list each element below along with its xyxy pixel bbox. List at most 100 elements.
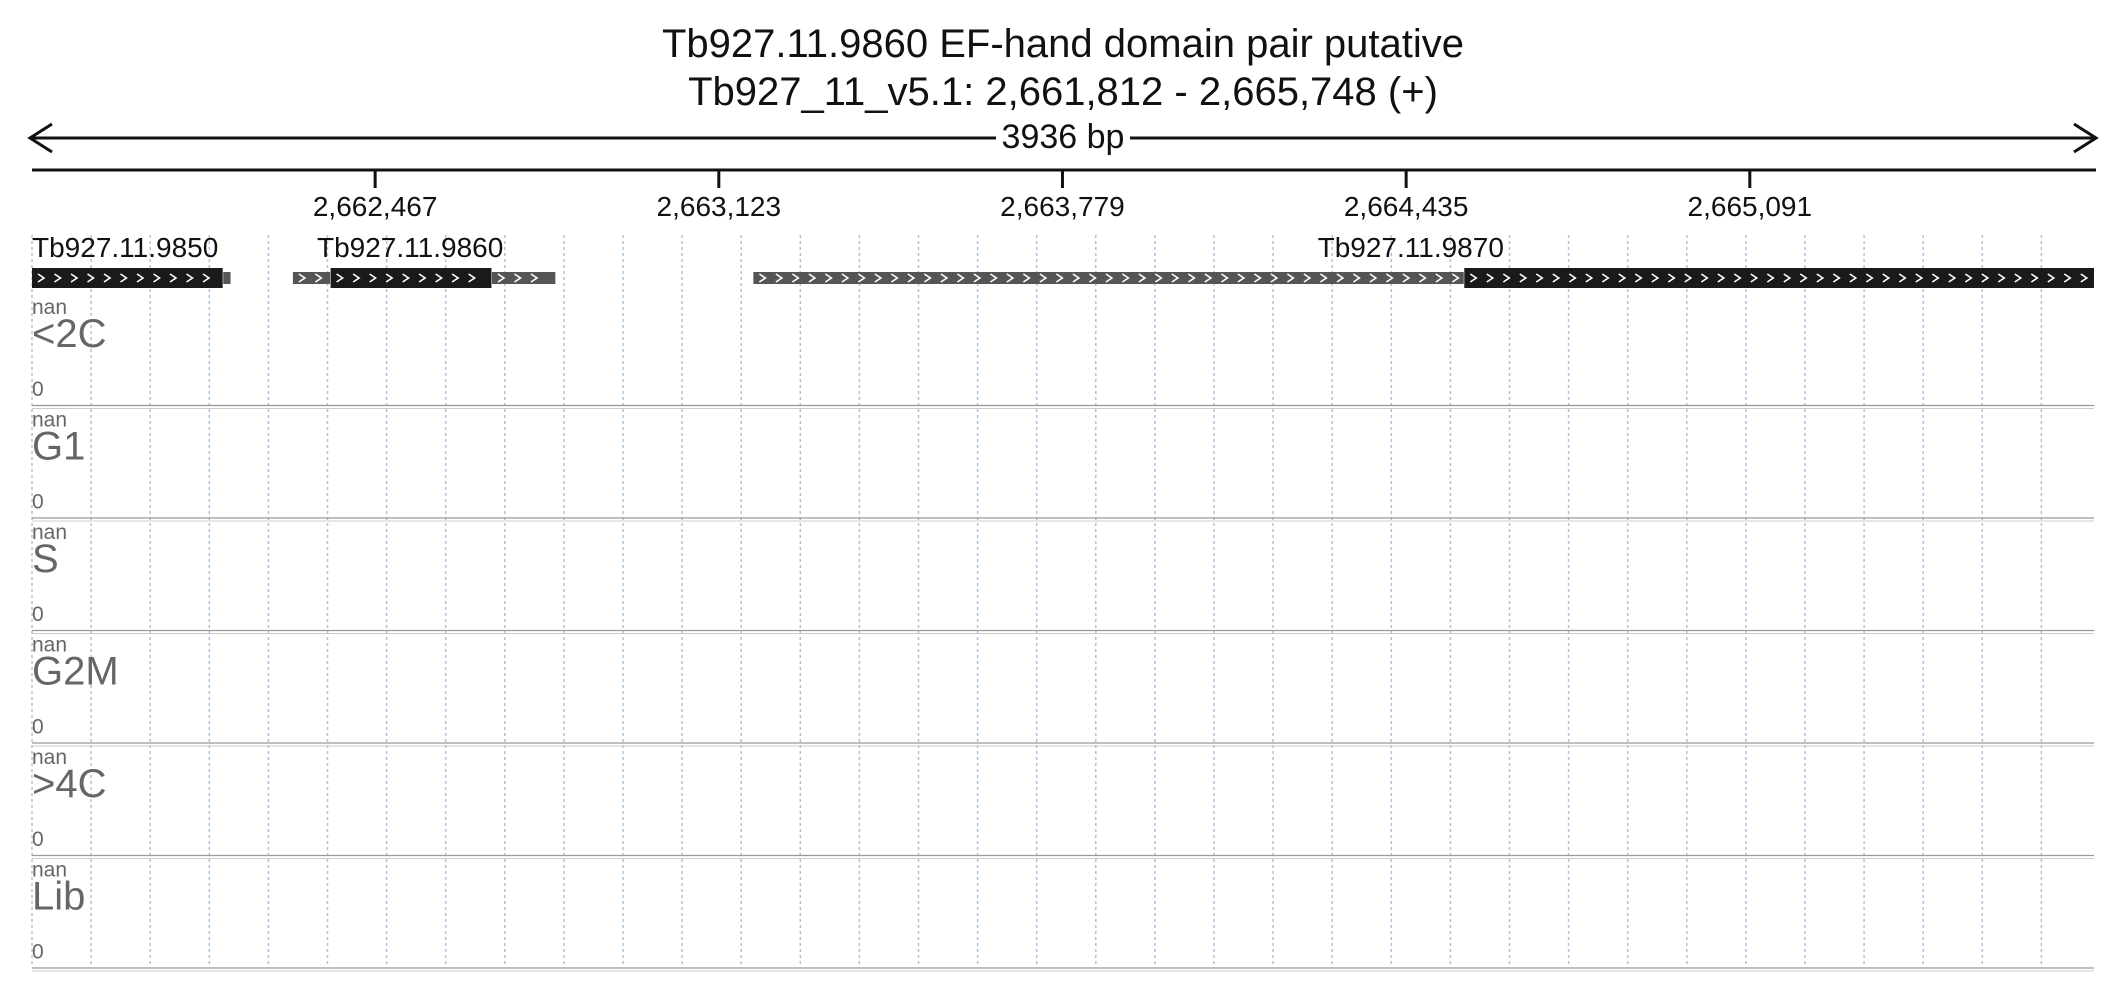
- data-track: nan>4C 0: [32, 746, 2094, 859]
- strand-chevron-icon: [1006, 273, 1015, 283]
- strand-chevron-icon: [1319, 273, 1328, 283]
- strand-chevron-icon: [1105, 273, 1114, 283]
- track-label: Lib: [32, 875, 85, 919]
- gene-title: Tb927.11.9860 EF-hand domain pair putati…: [661, 22, 1464, 66]
- strand-chevron-icon: [1154, 273, 1163, 283]
- strand-chevron-icon: [87, 273, 95, 283]
- strand-chevron-icon: [298, 273, 307, 283]
- strand-chevron-icon: [54, 273, 62, 283]
- strand-chevron-icon: [1187, 273, 1196, 283]
- span-length-label: 3936 bp: [0, 118, 2126, 157]
- strand-chevron-icon: [791, 273, 800, 283]
- strand-chevron-icon: [1171, 273, 1180, 283]
- strand-chevron-icon: [2030, 273, 2039, 283]
- strand-chevron-icon: [1717, 273, 1726, 283]
- left-arrowhead-icon: [27, 122, 53, 154]
- strand-chevron-icon: [923, 273, 932, 283]
- strand-chevron-icon: [1352, 273, 1361, 283]
- gene-label: Tb927.11.9860: [317, 232, 503, 263]
- track-min-value: 0: [32, 603, 44, 626]
- strand-chevron-icon: [202, 273, 211, 283]
- strand-chevron-icon: [136, 273, 145, 283]
- strand-chevron-icon: [1832, 273, 1841, 283]
- strand-chevron-icon: [70, 273, 79, 283]
- strand-chevron-icon: [2047, 273, 2056, 283]
- strand-chevron-icon: [385, 273, 394, 283]
- strand-chevron-icon: [1898, 273, 1907, 283]
- strand-chevron-icon: [1055, 273, 1064, 283]
- grid-lines: [31, 235, 2043, 965]
- track-min-value: 0: [32, 378, 44, 401]
- span-length-text: 3936 bp: [995, 118, 1131, 156]
- gene-label: Tb927.11.9870: [1318, 232, 1504, 263]
- strand-chevron-icon: [468, 273, 477, 283]
- strand-chevron-icon: [169, 273, 178, 283]
- track-max-value: nan: [32, 296, 67, 319]
- strand-chevron-icon: [973, 273, 982, 283]
- track-label: >4C: [32, 762, 107, 806]
- strand-chevron-icon: [402, 273, 411, 283]
- strand-chevron-icon: [1535, 273, 1544, 283]
- strand-chevron-icon: [1253, 273, 1262, 283]
- track-max-value: nan: [32, 634, 67, 657]
- strand-chevron-icon: [314, 273, 323, 283]
- strand-chevron-icon: [2080, 273, 2089, 283]
- strand-chevron-icon: [1915, 273, 1924, 283]
- strand-chevron-icon: [1435, 273, 1444, 283]
- gene-feature: Tb927.11.9870: [753, 232, 2094, 288]
- strand-chevron-icon: [758, 273, 767, 283]
- strand-chevron-icon: [956, 273, 965, 283]
- track-min-value: 0: [32, 941, 44, 964]
- strand-chevron-icon: [1385, 273, 1394, 283]
- strand-chevron-icon: [1088, 273, 1097, 283]
- strand-chevron-icon: [1369, 273, 1378, 283]
- track-min-value: 0: [32, 491, 44, 514]
- strand-chevron-icon: [1568, 273, 1577, 283]
- strand-chevron-icon: [451, 273, 460, 283]
- strand-chevron-icon: [186, 273, 194, 283]
- strand-chevron-icon: [1684, 273, 1693, 283]
- strand-chevron-icon: [1964, 273, 1973, 283]
- strand-chevron-icon: [1849, 273, 1858, 283]
- strand-chevron-icon: [1601, 273, 1610, 283]
- track-max-value: nan: [32, 746, 67, 769]
- ruler-tick-label: 2,663,123: [657, 191, 782, 222]
- strand-chevron-icon: [1519, 273, 1528, 283]
- strand-chevron-icon: [418, 273, 427, 283]
- strand-chevron-icon: [824, 273, 833, 283]
- strand-chevron-icon: [1766, 273, 1775, 283]
- strand-chevron-icon: [2014, 273, 2023, 283]
- gene-feature: Tb927.11.9850: [32, 232, 231, 288]
- strand-chevron-icon: [1552, 273, 1561, 283]
- strand-chevron-icon: [1220, 273, 1229, 283]
- strand-chevron-icon: [1286, 273, 1295, 283]
- ruler-tick-label: 2,663,779: [1000, 191, 1125, 222]
- strand-chevron-icon: [1270, 273, 1279, 283]
- track-label: <2C: [32, 312, 107, 356]
- track-min-value: 0: [32, 716, 44, 739]
- strand-chevron-icon: [1469, 273, 1478, 283]
- strand-chevron-icon: [1882, 273, 1891, 283]
- data-track: nan<2C 0: [32, 296, 2094, 409]
- strand-chevron-icon: [369, 273, 378, 283]
- strand-chevron-icon: [1981, 273, 1990, 283]
- gene-track: Tb927.11.9850 Tb927.11.9860 Tb927.11.9870: [32, 232, 2094, 288]
- strand-chevron-icon: [890, 273, 899, 283]
- right-arrowhead-icon: [2073, 122, 2099, 154]
- strand-chevron-icon: [1651, 273, 1660, 283]
- strand-chevron-icon: [1750, 273, 1759, 283]
- strand-chevron-icon: [153, 273, 161, 283]
- strand-chevron-icon: [1816, 273, 1825, 283]
- strand-chevron-icon: [1948, 273, 1957, 283]
- genomic-coordinates: Tb927_11_v5.1: 2,661,812 - 2,665,748 (+): [688, 70, 1438, 114]
- strand-chevron-icon: [336, 273, 345, 283]
- strand-chevron-icon: [1634, 273, 1643, 283]
- gene-label: Tb927.11.9850: [32, 232, 218, 263]
- strand-chevron-icon: [1204, 273, 1213, 283]
- strand-chevron-icon: [874, 273, 883, 283]
